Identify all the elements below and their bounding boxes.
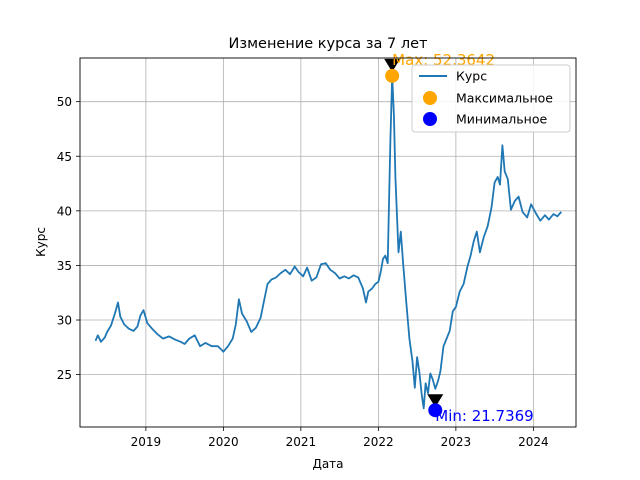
y-axis: 25 30 35 40 45 50: [57, 95, 80, 382]
x-tick-label: 2024: [518, 435, 549, 449]
legend-item-max: Максимальное: [423, 91, 553, 106]
min-arrow: [427, 394, 444, 408]
x-axis-label: Дата: [312, 457, 343, 471]
max-point-marker: [385, 68, 400, 83]
x-tick-label: 2023: [441, 435, 472, 449]
x-axis: 2019 2020 2021 2022 2023 2024: [131, 427, 549, 449]
x-tick-label: 2020: [208, 435, 239, 449]
min-point-label: Min: 21.7369: [435, 407, 533, 425]
x-tick-label: 2021: [286, 435, 317, 449]
x-tick-label: 2019: [131, 435, 162, 449]
legend-frame: [411, 64, 571, 133]
series-layer: [94, 75, 562, 410]
legend: Курс Максимальное Минимальное: [411, 64, 571, 133]
chart-title: Изменение курса за 7 лет: [229, 36, 428, 52]
plot-border: [79, 57, 577, 428]
max-point-label: Max: 52.3642: [392, 51, 495, 69]
y-tick-label: 50: [57, 95, 72, 109]
y-tick-label: 35: [57, 259, 72, 273]
y-tick-label: 40: [57, 204, 72, 218]
legend-min-marker: [423, 112, 437, 126]
x-tick-label: 2022: [363, 435, 394, 449]
y-tick-label: 30: [57, 314, 72, 328]
legend-series-label: Курс: [456, 69, 487, 84]
min-point-marker: [428, 403, 443, 418]
legend-item-min: Минимальное: [423, 112, 547, 127]
legend-item-series: Курс: [419, 69, 487, 84]
legend-max-label: Максимальное: [456, 91, 553, 106]
legend-max-marker: [423, 91, 437, 105]
y-axis-label: Курс: [34, 227, 48, 257]
marker-layer: Max: 52.3642 Min: 21.7369: [384, 51, 534, 425]
max-arrow: [384, 58, 401, 72]
legend-min-label: Минимальное: [456, 112, 547, 127]
y-tick-label: 25: [57, 368, 72, 382]
y-tick-label: 45: [57, 150, 72, 164]
series-line: [94, 75, 562, 410]
